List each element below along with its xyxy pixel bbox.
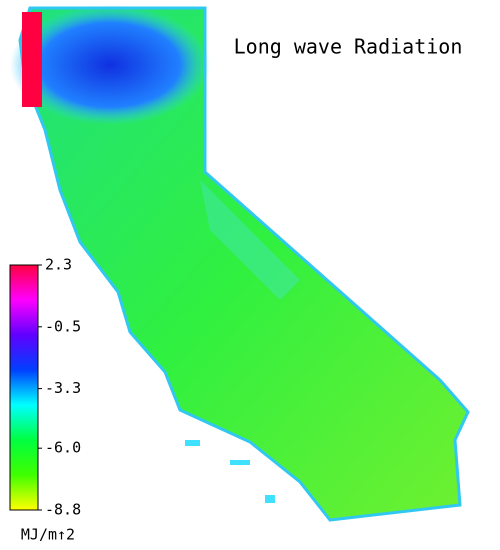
colorbar (9, 264, 39, 511)
tick-label: -6.0 (45, 439, 81, 457)
tick-label: -8.8 (45, 501, 81, 519)
colorbar-unit: MJ/m↑2 (21, 526, 75, 544)
tick-label: 2.3 (45, 256, 72, 274)
map-title: Long wave Radiation (234, 35, 463, 59)
tick-label: -0.5 (45, 317, 81, 335)
tick-label: -3.3 (45, 379, 81, 397)
state-shape (10, 5, 470, 522)
